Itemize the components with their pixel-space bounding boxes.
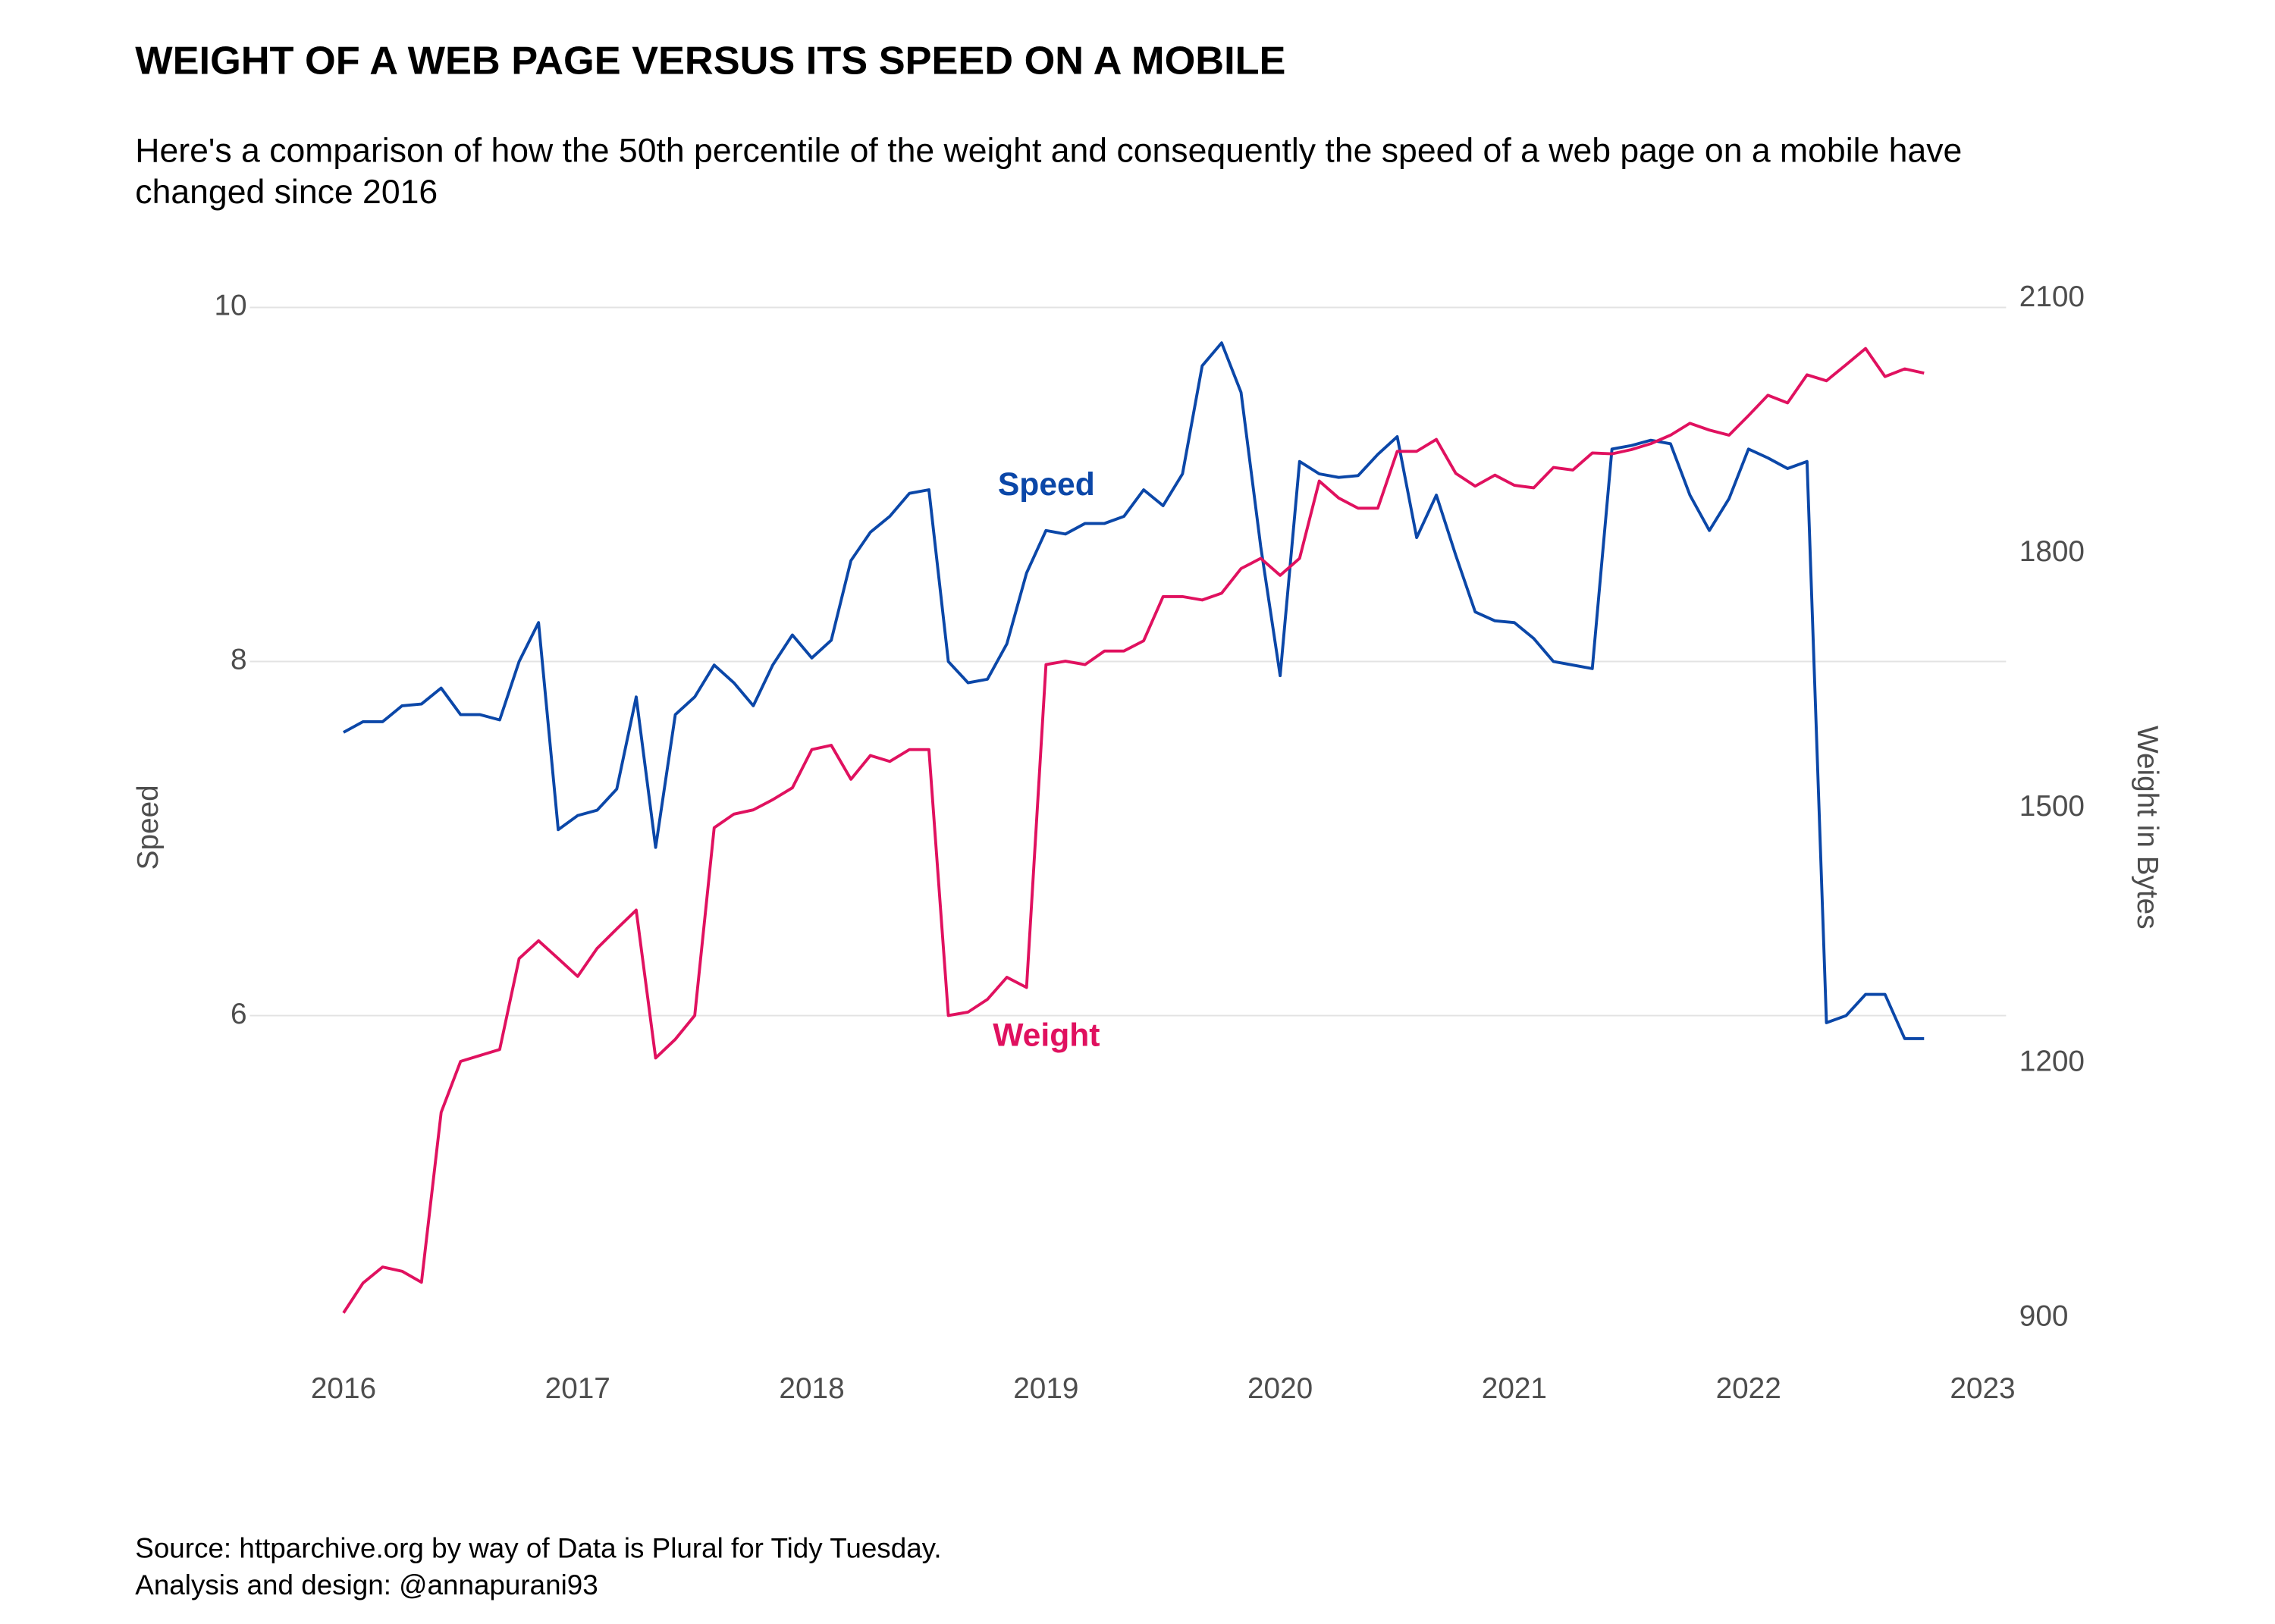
x-tick-label: 2021 <box>1482 1372 1547 1405</box>
caption-line: Analysis and design: @annapurani93 <box>135 1569 598 1600</box>
caption-line: Source: httparchive.org by way of Data i… <box>135 1533 941 1564</box>
y-tick-label: 10 <box>214 290 246 322</box>
annotation: Weight <box>993 1017 1100 1054</box>
y2-tick-label: 1500 <box>2019 790 2085 823</box>
x-tick-label: 2016 <box>311 1372 376 1405</box>
y-tick-label: 8 <box>231 644 247 676</box>
data-line <box>342 346 1925 1314</box>
x-tick-label: 2020 <box>1247 1372 1313 1405</box>
x-tick-label: 2022 <box>1716 1372 1781 1405</box>
chart-title: WEIGHT OF A WEB PAGE VERSUS ITS SPEED ON… <box>135 39 1285 83</box>
subtitle-line: Here's a comparison of how the 50th perc… <box>135 133 1962 170</box>
y-axis-title: Speed <box>132 785 165 870</box>
annotation: Speed <box>998 466 1095 503</box>
y2-tick-label: 1200 <box>2019 1045 2085 1077</box>
y-tick-label: 6 <box>231 998 247 1030</box>
subtitle-line: changed since 2016 <box>135 174 438 211</box>
x-tick-label: 2023 <box>1950 1372 2015 1405</box>
y2-tick-label: 900 <box>2019 1300 2069 1333</box>
y2-tick-label: 2100 <box>2019 281 2085 313</box>
x-tick-label: 2017 <box>545 1372 610 1405</box>
x-tick-label: 2018 <box>779 1372 844 1405</box>
y2-axis-title: Weight in Bytes <box>2131 726 2164 930</box>
y2-tick-label: 1800 <box>2019 535 2085 568</box>
data-line <box>343 341 1925 1040</box>
x-tick-label: 2019 <box>1013 1372 1078 1405</box>
